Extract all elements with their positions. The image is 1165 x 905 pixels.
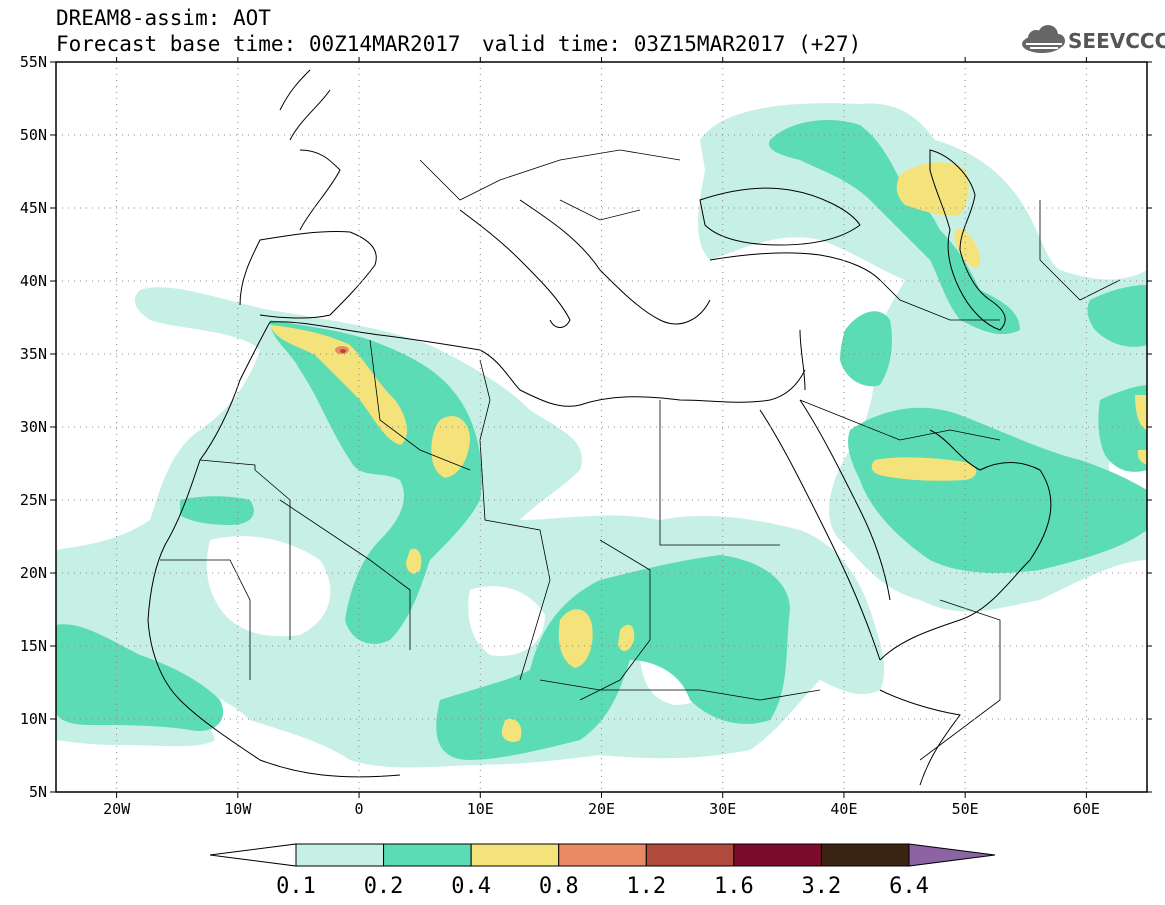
aot-level-0.4 bbox=[270, 162, 1147, 742]
country-borders bbox=[160, 149, 1121, 761]
lat-tick-label: 30N bbox=[20, 418, 47, 436]
lat-tick-label: 35N bbox=[20, 345, 47, 363]
valid-time: valid time: 03Z15MAR2017 (+27) bbox=[482, 32, 862, 56]
lat-tick-label: 15N bbox=[20, 637, 47, 655]
lat-tick-label: 25N bbox=[20, 491, 47, 509]
lat-tick-label: 10N bbox=[20, 710, 47, 728]
axis-ticks bbox=[50, 57, 1152, 798]
lat-tick-label: 5N bbox=[29, 783, 47, 801]
lat-tick-label: 50N bbox=[20, 126, 47, 144]
lon-tick-label: 40E bbox=[830, 800, 857, 818]
aot-level-0.8 bbox=[335, 346, 349, 354]
lon-tick-label: 60E bbox=[1073, 800, 1100, 818]
logo-text: SEEVCCC bbox=[1068, 29, 1165, 53]
lon-tick-label: 20W bbox=[103, 800, 131, 818]
forecast-base-time: Forecast base time: 00Z14MAR2017 bbox=[56, 32, 461, 56]
lat-tick-label: 40N bbox=[20, 272, 47, 290]
axis-tick-labels: 55N 50N 45N 40N 35N 30N 25N 20N 15N 10N 5N 20W 10W 0 1… bbox=[20, 53, 1100, 818]
lon-tick-label: 20E bbox=[588, 800, 615, 818]
lon-tick-label: 0 bbox=[355, 800, 364, 818]
lon-tick-label: 10W bbox=[224, 800, 252, 818]
map-title: DREAM8-assim: AOT bbox=[56, 6, 271, 30]
lat-tick-label: 55N bbox=[20, 53, 47, 71]
lon-tick-label: 50E bbox=[952, 800, 979, 818]
lat-tick-label: 20N bbox=[20, 564, 47, 582]
lon-tick-label: 30E bbox=[709, 800, 736, 818]
aot-level-0.2 bbox=[56, 120, 1147, 760]
coastlines bbox=[147, 69, 1052, 786]
cloud-logo-icon bbox=[1022, 25, 1065, 53]
lon-tick-label: 10E bbox=[467, 800, 494, 818]
lat-tick-label: 45N bbox=[20, 199, 47, 217]
